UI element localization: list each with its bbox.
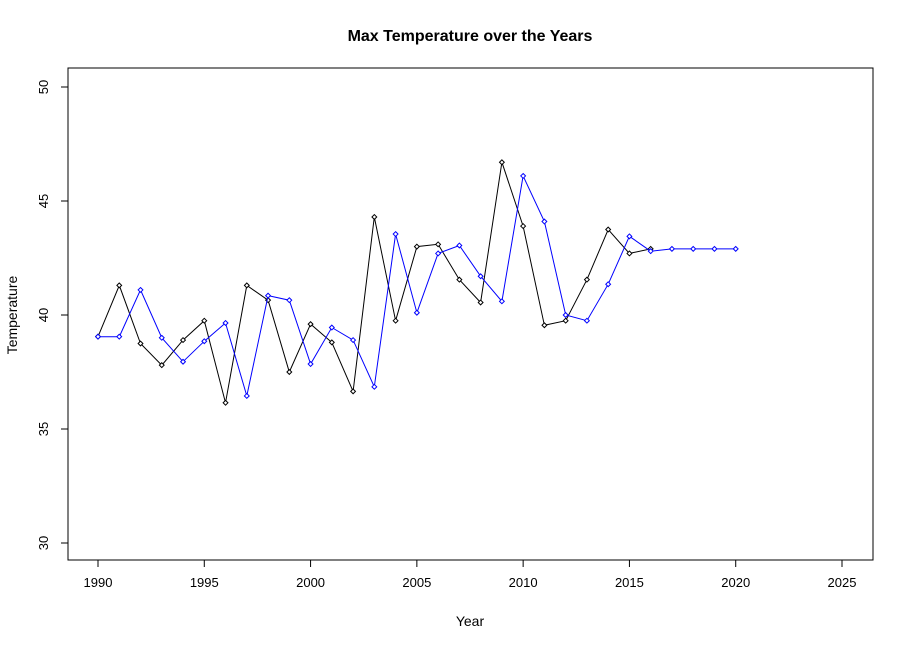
data-point [222, 399, 229, 406]
data-point [456, 276, 463, 283]
series-1 [94, 159, 654, 406]
data-point [477, 299, 484, 306]
x-tick-label: 1990 [84, 575, 113, 590]
data-point [520, 222, 527, 230]
data-point [562, 311, 569, 319]
x-tick-label: 1995 [190, 575, 219, 590]
x-tick-label: 2000 [296, 575, 325, 590]
data-point [392, 230, 399, 238]
x-tick-label: 2010 [509, 575, 538, 590]
data-point [349, 388, 357, 395]
data-point [732, 245, 739, 252]
y-tick-label: 30 [36, 536, 51, 550]
data-point [328, 324, 335, 331]
data-point [201, 338, 208, 345]
x-axis-label: Year [456, 613, 485, 629]
data-point [562, 317, 569, 324]
data-point [307, 321, 314, 328]
x-tick-label: 2025 [828, 575, 857, 590]
data-point [541, 218, 548, 225]
data-point [137, 340, 144, 347]
data-point [286, 368, 293, 376]
x-tick-label: 2020 [721, 575, 750, 590]
data-point [179, 358, 187, 365]
series-2 [94, 172, 739, 400]
data-point [498, 298, 505, 305]
data-point [583, 317, 591, 324]
y-tick-label: 40 [36, 308, 51, 322]
data-point [286, 297, 293, 304]
data-point [243, 282, 250, 289]
data-point [392, 317, 399, 324]
data-point [435, 241, 442, 248]
data-point [477, 273, 484, 280]
data-point [328, 339, 335, 346]
data-point [222, 319, 229, 327]
data-point [668, 245, 676, 252]
data-point [520, 172, 527, 180]
data-point [541, 322, 548, 329]
y-tick-label: 50 [36, 80, 51, 94]
data-point [626, 233, 633, 240]
data-point [243, 392, 250, 400]
series-line [97, 162, 651, 403]
data-point [137, 286, 144, 294]
data-point [179, 336, 187, 344]
data-point [158, 334, 165, 341]
data-point [647, 248, 654, 255]
x-tick-label: 2005 [402, 575, 431, 590]
data-point [349, 336, 357, 344]
data-point [94, 333, 102, 340]
data-point [583, 276, 591, 283]
data-point [711, 245, 718, 252]
data-point [605, 281, 612, 288]
data-point [498, 159, 505, 166]
y-axis-label: Temperature [4, 275, 20, 354]
data-point [371, 383, 378, 390]
data-point [264, 292, 272, 299]
series-layer [94, 159, 739, 406]
plot-frame [67, 67, 874, 561]
data-point [690, 245, 697, 252]
data-point [201, 317, 208, 324]
chart-title: Max Temperature over the Years [348, 28, 593, 45]
data-point [158, 362, 165, 369]
data-point [116, 282, 123, 289]
series-line [98, 174, 736, 397]
y-tick-label: 35 [36, 422, 51, 436]
data-point [413, 309, 420, 316]
data-point [116, 333, 123, 340]
data-point [456, 242, 463, 249]
y-axis: 30 35 40 45 50 [36, 80, 69, 550]
data-point [626, 250, 633, 257]
x-axis: 1990 1995 2000 2005 2010 2015 2020 2025 [84, 559, 857, 590]
y-tick-label: 45 [36, 194, 51, 208]
x-tick-label: 2015 [615, 575, 644, 590]
data-point [435, 250, 442, 257]
data-point [605, 226, 612, 233]
data-point [307, 360, 314, 368]
data-point [371, 213, 378, 221]
data-point [413, 243, 420, 250]
